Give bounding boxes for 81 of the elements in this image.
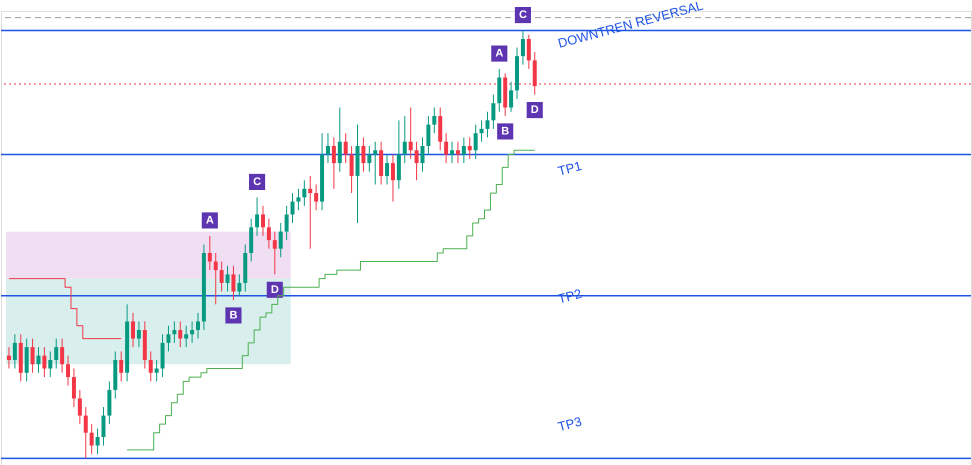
- candlestick: [314, 184, 318, 211]
- candlestick: [54, 338, 58, 370]
- candlestick: [468, 136, 472, 160]
- candlestick: [101, 406, 106, 446]
- candlestick: [131, 312, 136, 348]
- candlestick: [178, 320, 182, 348]
- candlestick: [491, 94, 496, 130]
- candlestick: [485, 111, 490, 138]
- candlestick: [220, 261, 224, 292]
- candlestick: [272, 231, 277, 275]
- candlestick: [12, 334, 17, 370]
- candlestick: [154, 359, 159, 382]
- candlestick: [526, 34, 531, 70]
- candlestick: [385, 154, 390, 186]
- candlestick: [462, 136, 466, 164]
- candlestick: [480, 120, 484, 142]
- candlestick: [302, 180, 306, 206]
- annotation: D: [530, 104, 539, 116]
- candlestick: [278, 222, 283, 258]
- candlestick: [42, 346, 46, 378]
- candlestick: [266, 218, 271, 250]
- candlestick: [444, 132, 448, 164]
- candlestick: [456, 141, 460, 164]
- candlestick: [190, 320, 194, 344]
- candlestick: [119, 350, 124, 382]
- candlestick: [332, 136, 336, 190]
- annotation: B: [501, 125, 510, 138]
- candlestick: [214, 252, 218, 305]
- candlestick: [350, 145, 354, 194]
- candlestick: [344, 132, 348, 164]
- candlestick: [450, 141, 454, 164]
- annotation: D: [270, 284, 279, 296]
- candlestick: [30, 338, 35, 374]
- candlestick: [166, 325, 170, 352]
- annotation: A: [495, 48, 504, 60]
- candlestick: [237, 274, 242, 296]
- text: TP1: [556, 158, 584, 179]
- candlestick: [408, 106, 413, 160]
- candlestick: [390, 154, 395, 202]
- candlestick: [78, 389, 82, 425]
- candlestick: [367, 145, 372, 172]
- candlestick: [196, 312, 200, 340]
- candlestick: [96, 428, 100, 455]
- candlestick: [361, 136, 366, 172]
- candlestick: [48, 350, 52, 378]
- candlestick: [426, 116, 430, 156]
- candlestick: [226, 265, 230, 292]
- candlestick: [148, 350, 153, 382]
- candlestick: [208, 235, 212, 271]
- annotation: A: [206, 214, 214, 226]
- candlestick: [136, 320, 141, 348]
- candlestick: [72, 368, 76, 408]
- candlestick: [432, 106, 436, 134]
- candlestick: [509, 81, 514, 112]
- candlestick: [90, 424, 94, 455]
- candlestick: [296, 188, 300, 211]
- candlestick: [255, 196, 260, 236]
- candlestick: [284, 205, 289, 241]
- candlestick: [84, 406, 88, 459]
- candlestick: [66, 355, 70, 386]
- annotation: C: [518, 9, 527, 22]
- candlestick: [36, 346, 40, 374]
- candlestick: [520, 30, 525, 66]
- candlestick: [373, 141, 378, 186]
- candlestick: [172, 320, 176, 344]
- candlestick: [260, 205, 265, 236]
- candlestick: [474, 124, 478, 160]
- candlestick: [402, 116, 407, 164]
- candlestick: [6, 346, 11, 370]
- annotation: C: [253, 176, 262, 188]
- candlestick: [184, 325, 188, 348]
- candlestick: [231, 265, 236, 301]
- candlestick: [338, 106, 342, 172]
- candlestick: [414, 141, 419, 181]
- annotation: B: [229, 309, 238, 322]
- text: TP3: [556, 414, 584, 434]
- candlestick: [60, 338, 64, 374]
- candlestick: [308, 175, 312, 250]
- candlestick: [420, 136, 424, 172]
- candlestick: [290, 192, 295, 224]
- candlestick: [326, 132, 330, 164]
